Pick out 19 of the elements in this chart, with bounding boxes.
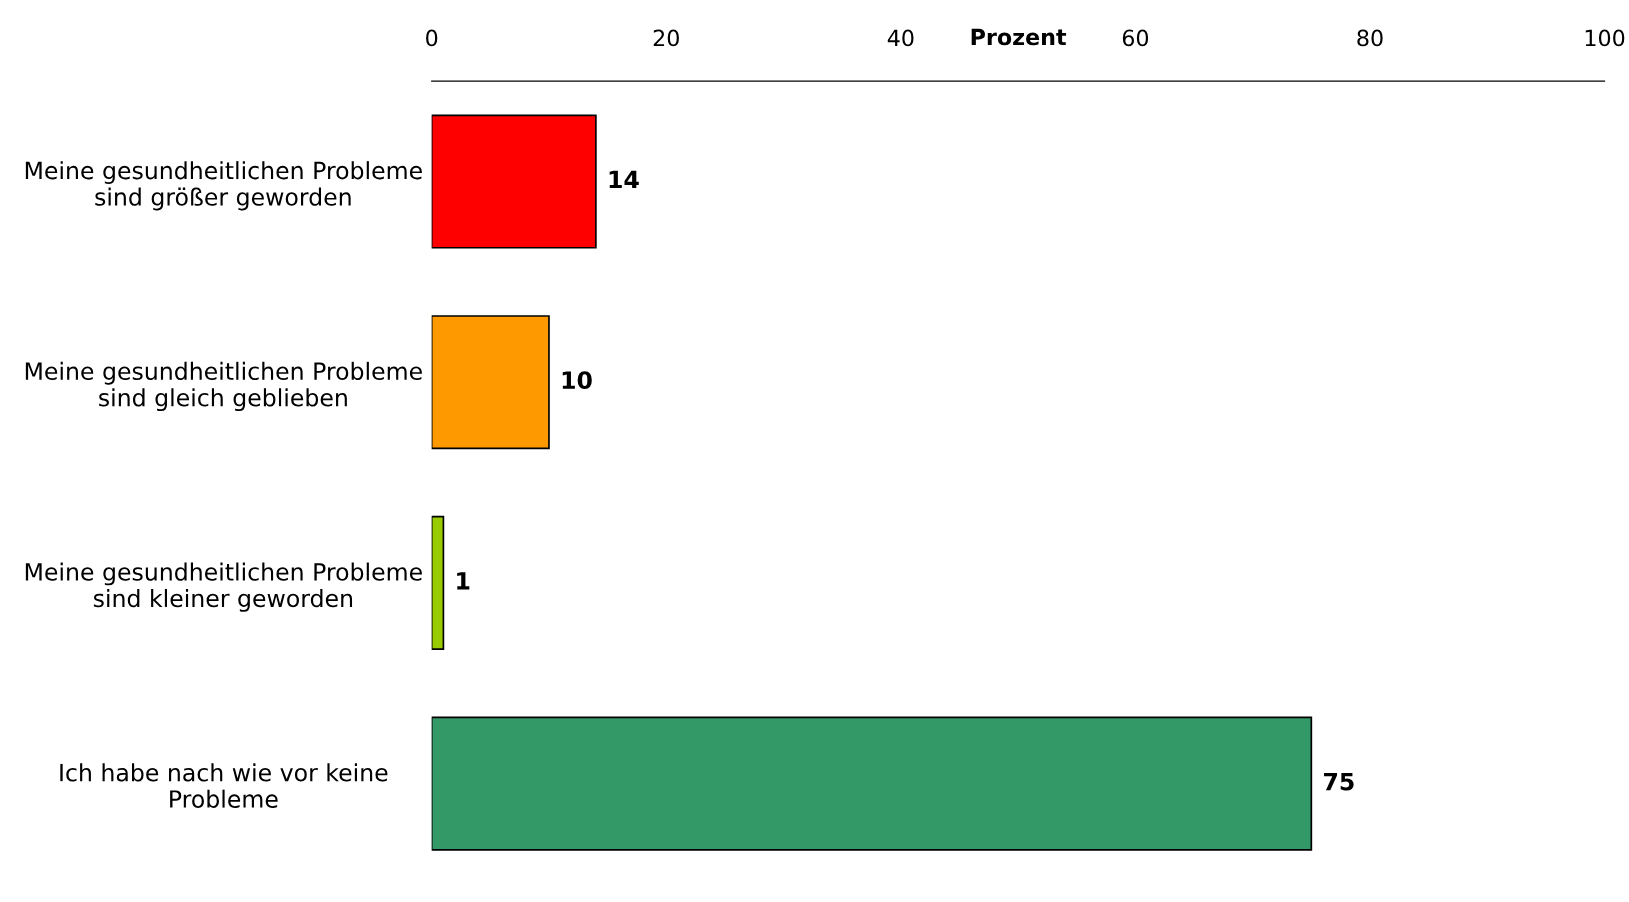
y-tick-label: Meine gesundheitlichen Probleme sind größer geworden (25, 161, 422, 211)
x-tick-label: 20 (653, 29, 679, 47)
x-tick-label: 60 (1122, 29, 1149, 47)
y-tick-label: Meine gesundheitlichen Probleme sind kleiner geworden (25, 562, 422, 612)
bar (431, 114, 597, 249)
data-label: 1 (457, 572, 470, 590)
y-tick-label: Ich habe nach wie vor keine Probleme (60, 763, 388, 808)
data-label: 75 (1324, 772, 1354, 791)
data-label: 10 (562, 371, 592, 390)
x-tick-label: 40 (887, 29, 914, 47)
x-tick-label: 100 (1585, 29, 1625, 47)
x-axis-title: Prozent (971, 28, 1067, 46)
data-label: 14 (609, 170, 639, 189)
x-tick-label: 0 (426, 29, 438, 47)
bar (431, 515, 445, 650)
y-tick-label: Meine gesundheitlichen Probleme sind gleich geblieben (25, 361, 422, 412)
bar (431, 315, 550, 450)
bar (431, 716, 1313, 851)
x-tick-label: 80 (1357, 29, 1383, 47)
